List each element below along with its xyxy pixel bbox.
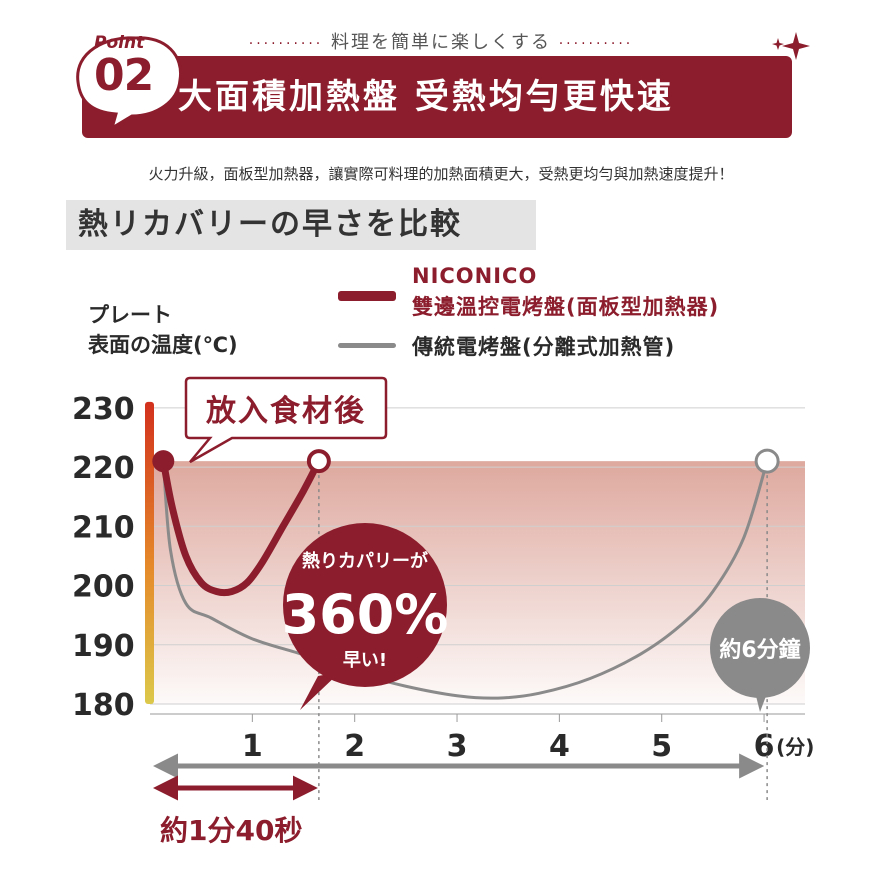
y-tick-label: 180 [72, 688, 135, 723]
after-food-text: 放入食材後 [205, 394, 366, 429]
y-tick-label: 230 [72, 392, 135, 427]
point-label: Point [94, 33, 145, 53]
y-tick-label: 200 [72, 570, 135, 605]
recovery-value: 360% [282, 583, 449, 646]
legend-niconico-brand: NICONICO [412, 264, 538, 288]
recovery-line1: 熱りカパリーが [302, 550, 428, 572]
x-tick-label: 6 [754, 729, 775, 764]
six-min-text: 約6分鐘 [719, 637, 800, 663]
y-axis-label-line2: 表面の温度(℃) [88, 333, 238, 357]
point-niconico-end [306, 449, 331, 474]
x-tick-label: 3 [447, 729, 468, 764]
recovery-line3: 早い! [343, 650, 387, 671]
series-traditional-line [161, 460, 769, 700]
x-axis-unit: (分) [776, 735, 814, 759]
legend-traditional-name: 傳統電烤盤(分離式加熱管) [412, 335, 676, 359]
target-band [153, 461, 805, 704]
point-start [152, 450, 175, 473]
y-tick-label: 190 [72, 629, 135, 664]
tagline-dots-left: ·········· [248, 36, 324, 52]
tagline: ·········· 料理を簡単に楽しくする ·········· [0, 28, 882, 54]
x-tick-label: 1 [242, 729, 263, 764]
title-banner: 大面積加熱盤 受熱均勻更快速 [82, 56, 792, 138]
speech-bubble-icon [76, 36, 183, 132]
tagline-dots-right: ·········· [558, 36, 634, 52]
y-tick-label: 220 [72, 451, 135, 486]
y-axis-label: プレート 表面の温度(℃) [88, 300, 238, 360]
y-axis-label-line1: プレート [88, 303, 172, 327]
niconico-time-label: 約1分40秒 [160, 814, 302, 847]
recovery-bubble [283, 523, 447, 687]
tagline-text: 料理を簡単に楽しくする [331, 32, 551, 53]
legend-niconico-name: 雙邊溫控電烤盤(面板型加熱器) [412, 295, 720, 319]
recovery-bubble-tail [300, 672, 340, 710]
after-food-callout [184, 376, 388, 464]
point-traditional-end [754, 448, 780, 474]
point-number: 02 [94, 50, 154, 101]
sparkle-icon [772, 32, 810, 60]
legend-swatch-traditional [338, 343, 396, 348]
section-heading: 熱リカバリーの早さを比較 [66, 200, 536, 250]
subtitle: 火力升級，面板型加熱器，讓實際可料理的加熱面積更大，受熱更均勻與加熱速度提升！ [148, 165, 734, 183]
banner-title: 大面積加熱盤 受熱均勻更快速 [178, 77, 674, 117]
x-tick-label: 5 [651, 729, 672, 764]
x-tick-label: 4 [549, 729, 570, 764]
x-tick-label: 2 [344, 729, 365, 764]
y-tick-label: 210 [72, 510, 135, 545]
six-min-bubble [710, 598, 810, 698]
temperature-bar [145, 401, 154, 704]
legend-swatch-niconico [338, 291, 396, 301]
series-niconico-line [159, 457, 323, 597]
section-title: 熱リカバリーの早さを比較 [78, 207, 462, 242]
